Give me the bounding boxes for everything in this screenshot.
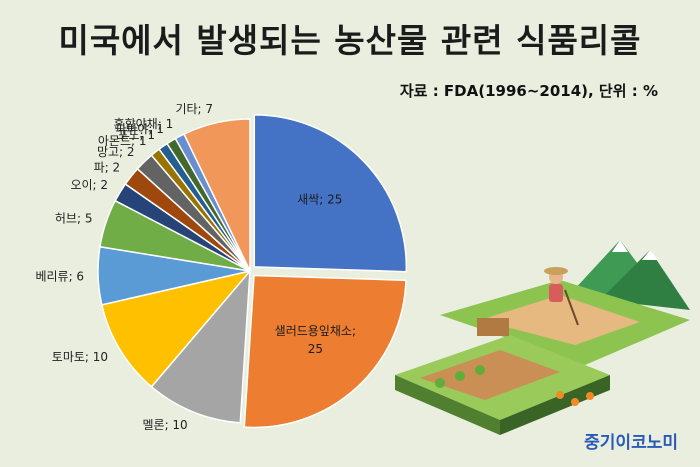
slice-label: 아몬드; 1 (98, 134, 147, 148)
slice-label: 포도; 1 (117, 128, 155, 142)
slice-labels: 새싹; 25 샐러드용잎채소; 25 멜론; 10 토마토; 10 베리류; 6 허브; 5… (35, 102, 356, 432)
mountain-snow (642, 250, 658, 260)
field-side (395, 375, 500, 435)
source-note: 자료 : FDA(1996~2014), 단위 : % (399, 82, 658, 100)
pie-slice (183, 118, 251, 272)
carrot-crop (586, 392, 594, 400)
pie-slice (150, 268, 251, 424)
farmer-hat (544, 267, 568, 275)
slice-label: 파; 2 (94, 161, 121, 175)
slice-label: 멜론; 10 (142, 418, 187, 432)
carrot-crop (571, 398, 579, 406)
pie-slice (100, 269, 253, 388)
mountain-snow (612, 240, 628, 252)
cabbage-crop (455, 371, 465, 381)
cabbage-crop (475, 365, 485, 375)
slice-label: 베리류; 6 (35, 269, 84, 283)
pie-slices (97, 114, 407, 429)
farm-illustration (395, 240, 690, 435)
brand-logo: 중기이코노미 (584, 433, 678, 453)
slice-label: 혼합야채; 1 (114, 117, 174, 131)
pie-slice (243, 274, 407, 429)
slice-label: 토마토; 10 (52, 350, 108, 364)
slice-label: 파파야; 1 (115, 122, 164, 136)
slice-label: 오이; 2 (70, 178, 108, 192)
slice-label: 샐러드용잎채소; (275, 324, 356, 338)
slice-label: 새싹; 25 (297, 192, 342, 206)
soil-plot (420, 350, 560, 400)
cabbage-crop (435, 378, 445, 388)
slice-label: 망고; 2 (97, 145, 135, 159)
slice-label: 허브; 5 (55, 212, 93, 226)
slice-label: 기타; 7 (175, 102, 213, 116)
pie-slice (253, 114, 407, 273)
chart-title: 미국에서 발생되는 농산물 관련 식품리콜 (58, 21, 642, 60)
farmer-body (549, 284, 563, 302)
carrot-crop (556, 391, 564, 399)
soil-plot (480, 295, 640, 345)
crate (477, 318, 509, 336)
field-side (500, 375, 610, 435)
hoe-tool (564, 289, 579, 326)
slice-value: 25 (308, 342, 323, 356)
mountain-shape (600, 250, 690, 310)
